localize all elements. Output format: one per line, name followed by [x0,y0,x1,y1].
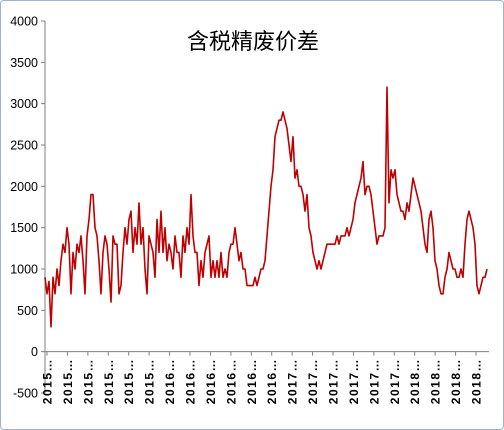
y-tick-label: 1000 [10,263,38,277]
y-tick-label: 500 [17,304,38,318]
x-tick-label: 2015… [61,358,75,404]
y-tick-label: 1500 [10,221,38,235]
x-tick-label: 2017… [388,358,402,404]
x-tick-label: 2016… [204,358,218,404]
x-tick-label: 2017… [367,358,381,404]
y-tick-label: 3000 [10,97,38,111]
x-tick-label: 2017… [327,358,341,404]
chart-title: 含税精废价差 [187,30,319,55]
x-tick-label: 2016… [163,358,177,404]
y-tick-label: 2000 [10,180,38,194]
x-tick-label: 2017… [286,358,300,404]
x-tick-label: 2018… [449,358,463,404]
x-tick-label: 2017… [347,358,361,404]
x-tick-label: 2017… [306,358,320,404]
x-tick-label: 2015… [41,358,55,404]
x-tick-label: 2015… [143,358,157,404]
x-tick-label: 2015… [102,358,116,404]
y-tick-label: 3500 [10,56,38,70]
x-tick-label: 2016… [245,358,259,404]
x-tick-label: 2015… [81,358,95,404]
y-tick-label: 0 [31,345,38,359]
x-tick-label: 2016… [224,358,238,404]
x-tick-label: 2018… [429,358,443,404]
x-tick-label: 2016… [265,358,279,404]
x-tick-label: 2016… [184,358,198,404]
y-tick-label: 4000 [10,15,38,29]
x-tick-label: 2018… [470,358,484,404]
y-tick-label: 2500 [10,139,38,153]
series-line [44,86,488,328]
x-tick-label: 2018… [408,358,422,404]
x-tick-label: 2015… [122,358,136,404]
y-tick-label: -500 [13,387,38,401]
